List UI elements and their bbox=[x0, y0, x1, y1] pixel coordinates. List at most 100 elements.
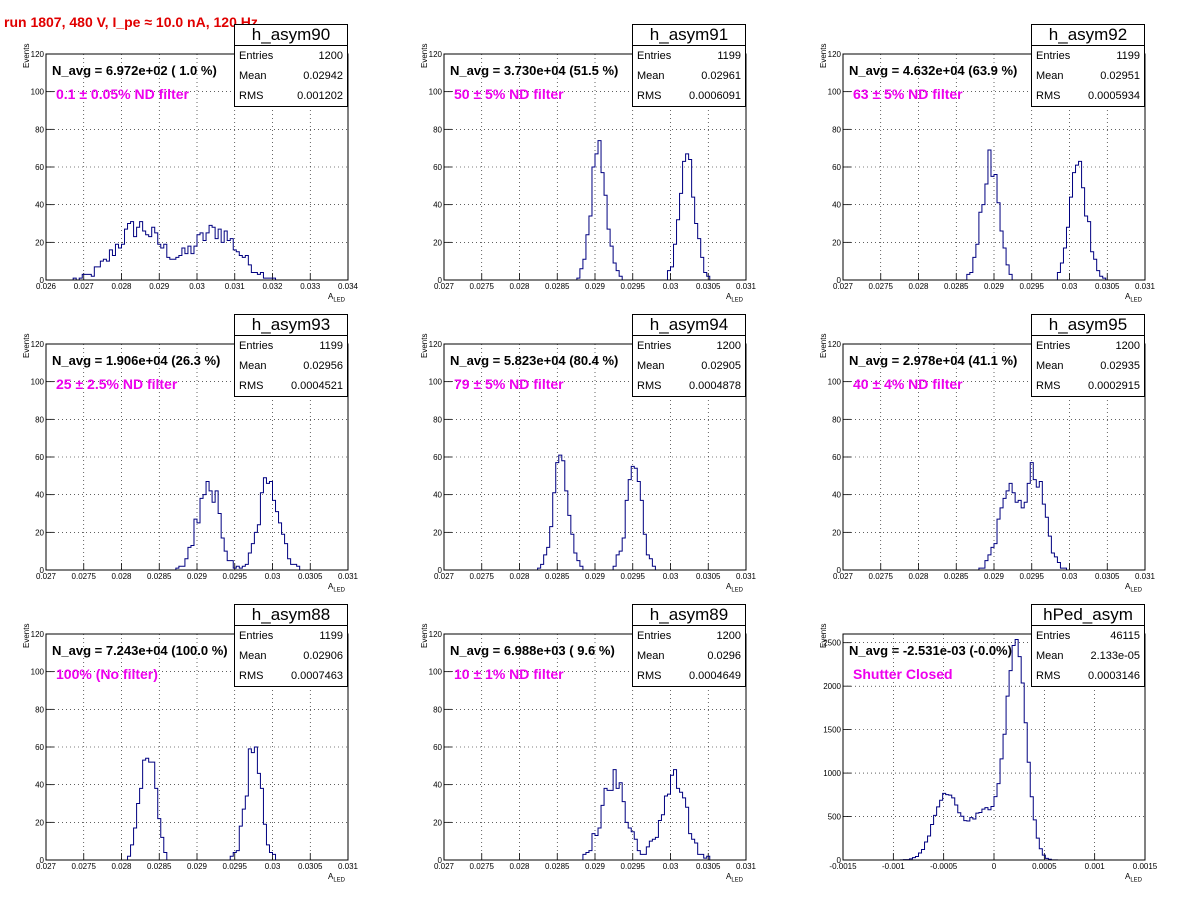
x-tick-label: 0.0285 bbox=[545, 572, 570, 581]
n-avg-label: N_avg = 4.632e+04 (63.9 %) bbox=[849, 63, 1018, 78]
x-tick-label: 0.0275 bbox=[72, 572, 97, 581]
x-axis-label: ALED bbox=[726, 292, 744, 304]
histogram-panel: 0.027 0.0275 0.028 0.0285 0.029 0.0295 0.03 0.0… bbox=[398, 24, 796, 318]
y-tick-label: 40 bbox=[35, 491, 44, 500]
x-tick-label: -0.001 bbox=[882, 862, 905, 871]
x-tick-label: 0.027 bbox=[833, 282, 854, 291]
x-tick-label: 0.0305 bbox=[298, 862, 323, 871]
x-tick-label: 0.03 bbox=[663, 572, 679, 581]
stats-box: h_asym94 Entries 1200 Mean 0.02905 RMS 0.00048… bbox=[632, 314, 746, 397]
x-tick-label: 0.03 bbox=[265, 572, 281, 581]
x-tick-label: 0.029 bbox=[187, 572, 208, 581]
stats-entries-value: 1200 bbox=[716, 340, 741, 352]
n-avg-label: N_avg = 3.730e+04 (51.5 %) bbox=[450, 63, 619, 78]
filter-label: 63 ± 5% ND filter bbox=[853, 86, 963, 102]
stats-rms-value: 0.0007463 bbox=[291, 670, 343, 682]
stats-rms-row: RMS 0.0004521 bbox=[235, 376, 347, 396]
n-avg-label: N_avg = 1.906e+04 (26.3 %) bbox=[52, 353, 221, 368]
stats-box: h_asym90 Entries 1200 Mean 0.02942 RMS 0.00120… bbox=[234, 24, 348, 107]
plot-frame bbox=[443, 633, 747, 861]
x-tick-label: 0.029 bbox=[585, 282, 606, 291]
x-tick-label: 0.028 bbox=[111, 862, 132, 871]
stats-mean-label: Mean bbox=[637, 650, 665, 662]
histogram-line bbox=[46, 746, 348, 861]
stats-entries-label: Entries bbox=[1036, 630, 1071, 642]
histogram-plot: 0.027 0.0275 0.028 0.0285 0.029 0.0295 0.03 0.0… bbox=[828, 50, 1156, 291]
stats-rms-row: RMS 0.0004878 bbox=[633, 376, 745, 396]
y-tick-label: 20 bbox=[35, 818, 44, 827]
run-title: run 1807, 480 V, I_pe ≈ 10.0 nA, 120 Hz bbox=[4, 14, 258, 30]
stats-entries-value: 1199 bbox=[717, 50, 741, 62]
stats-mean-label: Mean bbox=[239, 70, 267, 82]
x-tick-label: 0.027 bbox=[36, 572, 57, 581]
x-tick-label: 0.028 bbox=[111, 572, 132, 581]
x-tick-label: 0.029 bbox=[149, 282, 170, 291]
filter-label: 25 ± 2.5% ND filter bbox=[56, 376, 178, 392]
stats-mean-value: 0.02961 bbox=[701, 70, 741, 82]
x-tick-label: 0.0295 bbox=[223, 862, 248, 871]
y-tick-label: 80 bbox=[832, 415, 841, 424]
y-tick-label: 2500 bbox=[823, 639, 841, 648]
x-tick-label: 0.028 bbox=[509, 572, 530, 581]
y-tick-label: 40 bbox=[832, 491, 841, 500]
y-tick-label: 60 bbox=[35, 743, 44, 752]
stats-rms-row: RMS 0.0002915 bbox=[1032, 376, 1144, 396]
histogram-name: h_asym89 bbox=[633, 605, 745, 626]
y-tick-label: 120 bbox=[31, 630, 45, 639]
x-tick-label: 0.031 bbox=[225, 282, 246, 291]
x-tick-label: 0.034 bbox=[338, 282, 359, 291]
x-tick-label: -0.0015 bbox=[829, 862, 857, 871]
histogram-panel: 0.027 0.0275 0.028 0.0285 0.029 0.0295 0.03 0.0… bbox=[0, 314, 398, 608]
y-tick-label: 1000 bbox=[823, 769, 841, 778]
stats-rms-row: RMS 0.0003146 bbox=[1032, 666, 1144, 686]
filter-label: 40 ± 4% ND filter bbox=[853, 376, 963, 392]
x-tick-label: 0.03 bbox=[189, 282, 205, 291]
x-axis-label: ALED bbox=[1125, 582, 1143, 594]
x-axis-label: ALED bbox=[328, 292, 346, 304]
histogram-plot: 0.027 0.0275 0.028 0.0285 0.029 0.0295 0.03 0.0… bbox=[429, 50, 757, 291]
y-tick-label: 80 bbox=[35, 125, 44, 134]
y-tick-label: 120 bbox=[828, 50, 842, 59]
stats-mean-row: Mean 0.02906 bbox=[235, 646, 347, 666]
stats-entries-row: Entries 46115 bbox=[1032, 626, 1144, 646]
y-tick-label: 60 bbox=[832, 453, 841, 462]
stats-entries-row: Entries 1200 bbox=[633, 336, 745, 356]
y-tick-label: 100 bbox=[429, 88, 443, 97]
stats-box: h_asym89 Entries 1200 Mean 0.0296 RMS 0.000464… bbox=[632, 604, 746, 687]
stats-mean-value: 0.02906 bbox=[303, 650, 343, 662]
histogram-name: h_asym88 bbox=[235, 605, 347, 626]
y-tick-label: 0 bbox=[40, 566, 45, 575]
stats-mean-label: Mean bbox=[637, 70, 665, 82]
y-tick-label: 0 bbox=[438, 566, 443, 575]
plot-frame bbox=[45, 633, 349, 861]
y-tick-label: 40 bbox=[35, 781, 44, 790]
x-tick-label: 0.026 bbox=[36, 282, 57, 291]
stats-rms-row: RMS 0.0005934 bbox=[1032, 86, 1144, 106]
y-tick-label: 80 bbox=[433, 125, 442, 134]
histogram-plot: 0.027 0.0275 0.028 0.0285 0.029 0.0295 0.03 0.0… bbox=[429, 630, 757, 871]
x-tick-label: 0.029 bbox=[984, 572, 1005, 581]
stats-entries-row: Entries 1199 bbox=[235, 626, 347, 646]
y-tick-label: 40 bbox=[832, 201, 841, 210]
stats-mean-value: 2.133e-05 bbox=[1090, 650, 1140, 662]
y-axis-label: Events bbox=[420, 333, 429, 358]
stats-entries-label: Entries bbox=[239, 50, 274, 62]
x-tick-label: 0.0285 bbox=[944, 572, 969, 581]
x-tick-label: 0.03 bbox=[1062, 282, 1078, 291]
y-tick-label: 20 bbox=[433, 818, 442, 827]
y-tick-label: 80 bbox=[35, 705, 44, 714]
histogram-panel: 0.027 0.0275 0.028 0.0285 0.029 0.0295 0.03 0.0… bbox=[0, 604, 398, 898]
plot-frame bbox=[45, 53, 349, 281]
stats-mean-label: Mean bbox=[1036, 360, 1064, 372]
histogram-plot: 0.027 0.0275 0.028 0.0285 0.029 0.0295 0.03 0.0… bbox=[429, 340, 757, 581]
x-tick-label: 0.0305 bbox=[696, 862, 721, 871]
histogram-panel: 0.027 0.0275 0.028 0.0285 0.029 0.0295 0.03 0.0… bbox=[398, 604, 796, 898]
plot-frame bbox=[842, 53, 1146, 281]
stats-entries-row: Entries 1199 bbox=[235, 336, 347, 356]
stats-mean-row: Mean 0.02951 bbox=[1032, 66, 1144, 86]
y-axis-label: Events bbox=[420, 43, 429, 68]
stats-rms-row: RMS 0.0004649 bbox=[633, 666, 745, 686]
y-tick-label: 500 bbox=[828, 813, 842, 822]
stats-entries-value: 1199 bbox=[319, 340, 343, 352]
histogram-name: h_asym93 bbox=[235, 315, 347, 336]
